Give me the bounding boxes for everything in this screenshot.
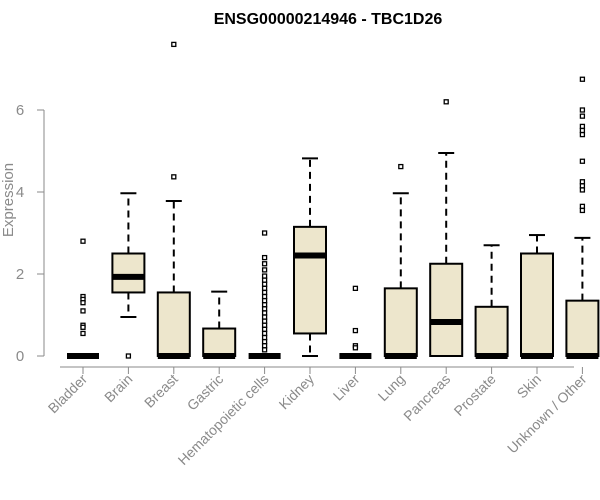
box-iqr: [293, 225, 327, 335]
x-tick-label-10: Skin: [514, 371, 545, 402]
outlier-point: [261, 347, 268, 353]
outlier-point: [579, 107, 586, 113]
box-iqr: [565, 299, 600, 357]
outlier-point: [398, 163, 404, 170]
box-5: [293, 157, 327, 357]
outlier-point: [443, 99, 449, 105]
outlier-point: [125, 353, 132, 359]
x-tick-label-4: Hematopoietic cells: [175, 371, 272, 468]
y-tick-label-4: 4: [16, 184, 24, 201]
y-tick-label-6: 6: [16, 102, 24, 119]
outlier-point: [579, 158, 586, 164]
box-6: [339, 285, 372, 359]
x-tick-label-0: Bladder: [45, 371, 91, 417]
box-2: [156, 41, 191, 359]
outlier-point: [261, 338, 268, 345]
box-0: [67, 238, 99, 359]
outlier-point: [171, 41, 177, 48]
x-tick-label-2: Breast: [141, 371, 181, 411]
x-tick-label-9: Prostate: [451, 371, 499, 419]
outlier-point: [261, 326, 268, 333]
box-iqr: [383, 287, 418, 358]
outlier-point: [579, 113, 586, 119]
x-tick-label-8: Pancreas: [400, 371, 453, 424]
y-tick-label-2: 2: [16, 266, 24, 283]
x-tick-label-1: Brain: [101, 371, 135, 405]
outlier-point: [261, 254, 268, 261]
outlier-point: [261, 285, 268, 292]
y-axis: 0 2 4 6: [16, 102, 45, 365]
box-7: [383, 163, 418, 359]
box-iqr: [520, 252, 554, 357]
box-iqr: [202, 327, 237, 357]
outlier-point: [80, 308, 86, 314]
outlier-point: [579, 183, 586, 189]
outlier-point: [261, 267, 268, 273]
box-8: [429, 99, 464, 357]
outlier-point: [579, 207, 586, 214]
outlier-point: [261, 334, 268, 341]
outlier-point: [80, 300, 86, 306]
x-tick-label-5: Kidney: [276, 371, 318, 413]
outlier-point: [80, 330, 86, 337]
box-4: [248, 230, 281, 359]
outlier-point: [261, 314, 268, 320]
outlier-point: [261, 330, 268, 337]
outlier-point: [579, 127, 586, 134]
outlier-point: [261, 273, 268, 279]
outlier-point: [352, 285, 359, 292]
outlier-point: [261, 289, 268, 296]
outlier-point: [261, 310, 268, 316]
outlier-point: [579, 131, 586, 138]
box-1: [111, 192, 146, 359]
box-9: [474, 244, 509, 359]
box-iqr: [474, 305, 509, 357]
outlier-point: [579, 76, 586, 82]
outlier-point: [80, 238, 86, 244]
outlier-point: [80, 324, 86, 330]
outlier-point: [261, 343, 268, 349]
x-tick-label-7: Lung: [375, 371, 408, 404]
outlier-point: [261, 318, 268, 324]
outlier-point: [171, 174, 177, 180]
outlier-point: [579, 123, 586, 130]
outlier-point: [579, 203, 586, 210]
x-tick-label-3: Gastric: [184, 371, 227, 414]
outlier-point: [352, 345, 359, 351]
outlier-point: [261, 261, 268, 267]
box-10: [520, 234, 554, 359]
outlier-point: [261, 297, 268, 304]
box-11: [565, 76, 600, 359]
y-axis-label: Expression: [0, 163, 17, 237]
x-tick-label-6: Liver: [330, 371, 363, 404]
outlier-point: [261, 230, 268, 236]
boxes-group: [67, 41, 600, 359]
x-tick-label-11: Unknown / Other: [504, 371, 590, 457]
box-iqr: [111, 252, 146, 294]
outlier-point: [261, 277, 268, 283]
outlier-point: [261, 322, 268, 328]
outlier-point: [579, 179, 586, 185]
outlier-point: [261, 281, 268, 287]
box-iqr: [429, 262, 464, 357]
outlier-point: [579, 187, 586, 193]
y-tick-label-0: 0: [16, 348, 24, 365]
chart-title: ENSG00000214946 - TBC1D26: [214, 11, 443, 28]
outlier-point: [261, 293, 268, 300]
outlier-point: [352, 327, 359, 334]
box-3: [202, 290, 237, 359]
outlier-point: [261, 306, 268, 312]
box-iqr: [156, 291, 191, 358]
outlier-point: [261, 302, 268, 308]
